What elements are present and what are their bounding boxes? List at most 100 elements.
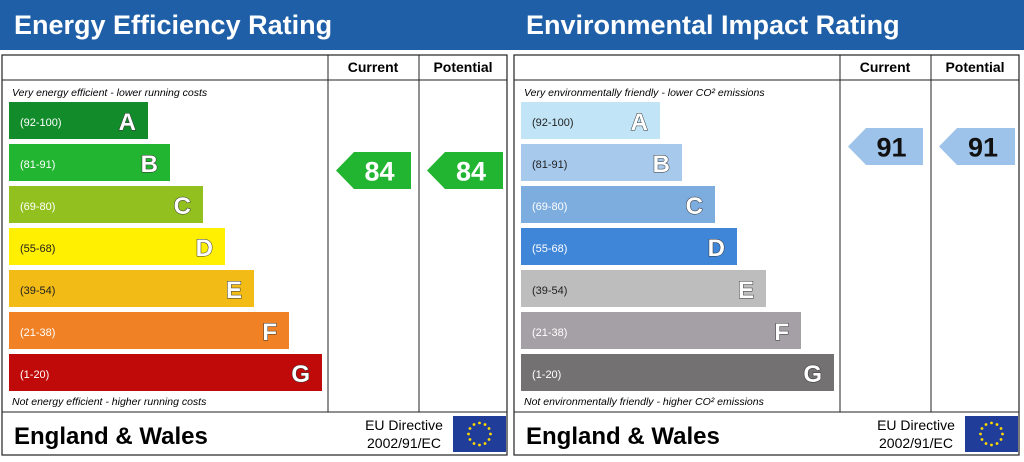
rating-band: [9, 144, 170, 181]
flag-star: [979, 432, 982, 436]
rating-panel: Energy Efficiency Rating Current Potential…: [0, 0, 512, 456]
band-range: (69-80): [532, 201, 567, 213]
region: England & Wales: [526, 423, 720, 450]
flag-star: [478, 421, 481, 425]
band-letter: D: [196, 235, 213, 262]
potential-arrow: [939, 128, 1015, 165]
flag-star: [984, 442, 988, 445]
bottom-note: Not environmentally friendly - higher CO…: [524, 396, 765, 408]
potential-rating: 84: [456, 157, 486, 187]
band-letter: G: [803, 361, 822, 388]
rating-band: [521, 186, 715, 223]
directive-line1: EU Directive: [877, 417, 955, 433]
rating-band: [521, 312, 801, 349]
eu-flag: [965, 416, 1018, 452]
current-header: Current: [860, 59, 911, 75]
band-range: (69-80): [20, 201, 55, 213]
flag-star: [483, 423, 487, 426]
flag-star: [999, 438, 1003, 441]
band-letter: C: [686, 193, 703, 220]
band-range: (1-20): [532, 369, 561, 381]
rating-band: [9, 270, 254, 307]
flag-star: [995, 423, 999, 426]
current-header: Current: [348, 59, 399, 75]
flag-star: [984, 423, 988, 426]
rating-band: [9, 186, 203, 223]
rating-band: [521, 102, 660, 139]
rating-band: [9, 354, 322, 391]
bottom-note: Not energy efficient - higher running co…: [12, 396, 207, 408]
band-range: (81-91): [20, 159, 55, 171]
flag-star: [483, 442, 487, 445]
rating-band: [9, 102, 148, 139]
flag-star: [472, 442, 476, 445]
flag-star: [1001, 432, 1004, 436]
region: England & Wales: [14, 423, 208, 450]
band-letter: F: [262, 319, 277, 346]
panel-title: Energy Efficiency Rating: [14, 10, 332, 40]
flag-star: [980, 427, 984, 430]
potential-rating: 91: [968, 133, 998, 163]
band-letter: E: [738, 277, 754, 304]
band-letter: A: [119, 109, 136, 136]
band-letter: C: [174, 193, 191, 220]
flag-star: [489, 432, 492, 436]
directive-line2: 2002/91/EC: [879, 435, 953, 451]
directive-line2: 2002/91/EC: [367, 435, 441, 451]
table-frame: [513, 54, 1020, 456]
current-rating: 84: [364, 157, 394, 187]
band-range: (92-100): [532, 117, 574, 129]
flag-star: [487, 427, 491, 430]
band-range: (92-100): [20, 117, 62, 129]
flag-star: [980, 438, 984, 441]
flag-star: [467, 432, 470, 436]
flag-star: [487, 438, 491, 441]
current-arrow: [848, 128, 923, 165]
band-letter: B: [141, 151, 158, 178]
flag-star: [990, 421, 993, 425]
flag-star: [990, 443, 993, 447]
table-frame: [1, 54, 508, 456]
flag-star: [995, 442, 999, 445]
band-range: (1-20): [20, 369, 49, 381]
rating-band: [521, 228, 737, 265]
band-range: (21-38): [20, 327, 55, 339]
band-range: (55-68): [532, 243, 567, 255]
flag-star: [999, 427, 1003, 430]
rating-band: [521, 144, 682, 181]
top-note: Very environmentally friendly - lower CO…: [524, 87, 765, 99]
band-letter: E: [226, 277, 242, 304]
title-bar: [512, 0, 1024, 50]
band-letter: A: [631, 109, 648, 136]
flag-star: [468, 427, 472, 430]
band-range: (39-54): [20, 285, 55, 297]
band-letter: B: [653, 151, 670, 178]
band-letter: G: [291, 361, 310, 388]
rating-band: [9, 312, 289, 349]
band-range: (81-91): [532, 159, 567, 171]
top-note: Very energy efficient - lower running co…: [12, 87, 208, 99]
potential-arrow: [427, 152, 503, 189]
potential-header: Potential: [433, 59, 492, 75]
rating-panel: Environmental Impact Rating Current Potent…: [512, 0, 1024, 456]
rating-band: [521, 354, 834, 391]
band-letter: F: [774, 319, 789, 346]
current-arrow: [336, 152, 411, 189]
eu-flag: [453, 416, 506, 452]
band-letter: D: [708, 235, 725, 262]
flag-star: [478, 443, 481, 447]
directive-line1: EU Directive: [365, 417, 443, 433]
panel-title: Environmental Impact Rating: [526, 10, 900, 40]
title-bar: [0, 0, 512, 50]
current-rating: 91: [876, 133, 906, 163]
band-range: (21-38): [532, 327, 567, 339]
band-range: (55-68): [20, 243, 55, 255]
flag-star: [468, 438, 472, 441]
potential-header: Potential: [945, 59, 1004, 75]
band-range: (39-54): [532, 285, 567, 297]
rating-band: [9, 228, 225, 265]
rating-band: [521, 270, 766, 307]
flag-star: [472, 423, 476, 426]
